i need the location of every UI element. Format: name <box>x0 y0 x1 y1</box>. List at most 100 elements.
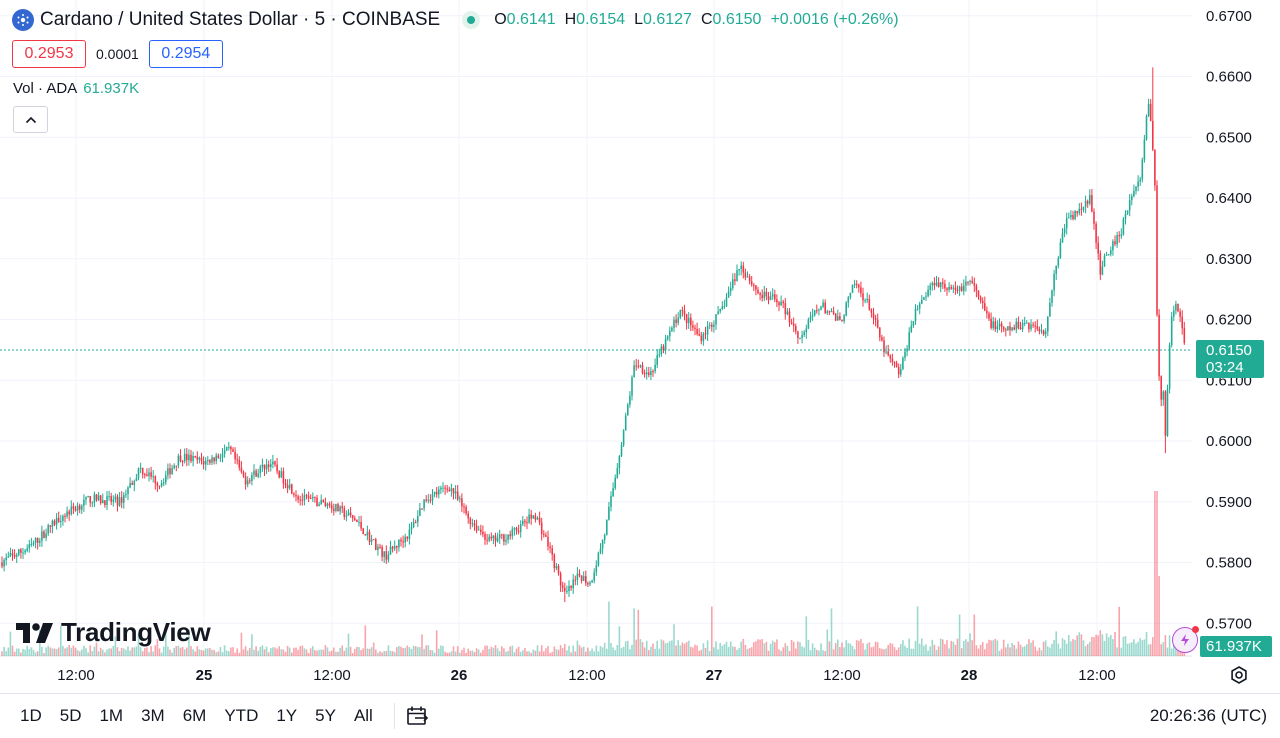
volume-bar <box>805 616 808 656</box>
volume-bar <box>690 646 692 656</box>
volume-bar <box>734 646 736 656</box>
candle-body <box>393 545 396 549</box>
volume-bar <box>194 651 196 656</box>
volume-bar <box>616 645 619 656</box>
volume-bar <box>1080 634 1083 656</box>
candle-body <box>1095 223 1097 243</box>
volume-bar <box>9 631 12 656</box>
volume-bar <box>992 640 994 656</box>
volume-bar <box>685 642 688 656</box>
chart-settings-button[interactable] <box>1228 664 1250 686</box>
volume-bar <box>347 633 350 656</box>
volume-legend[interactable]: Vol · ADA 61.937K <box>13 80 139 97</box>
timeframe-5d[interactable]: 5D <box>59 706 82 725</box>
volume-bar <box>1133 639 1135 656</box>
volume-bar <box>1036 650 1039 656</box>
candle-body <box>456 491 459 500</box>
candle-body <box>1097 242 1099 254</box>
candle-body <box>1131 196 1133 201</box>
timeframe-ytd[interactable]: YTD <box>224 706 259 725</box>
volume-bar <box>446 652 448 656</box>
volume-bar <box>603 642 606 656</box>
volume-bar <box>333 647 335 656</box>
candle-body <box>473 523 476 526</box>
volume-bar <box>822 650 824 656</box>
candle-body <box>984 303 986 311</box>
volume-bar <box>635 639 637 656</box>
volume-bar <box>763 643 766 656</box>
volume-bar <box>305 649 308 656</box>
ohlc-values: O0.6141 H0.6154 L0.6127 C0.6150 +0.0016 … <box>494 11 898 29</box>
volume-bar <box>454 651 457 656</box>
volume-bar <box>1032 640 1034 656</box>
volume-bar <box>186 647 188 656</box>
candle-body <box>969 280 971 282</box>
ai-assistant-button[interactable] <box>1172 626 1199 653</box>
volume-bar <box>881 648 883 656</box>
timeframe-all[interactable]: All <box>353 706 373 725</box>
candle-body <box>885 351 887 353</box>
timeframe-1m[interactable]: 1M <box>99 706 124 725</box>
volume-bar <box>834 643 837 656</box>
volume-bar <box>807 639 810 656</box>
volume-bar <box>545 648 547 656</box>
buy-button[interactable]: 0.2954 <box>148 40 223 68</box>
volume-bar <box>996 640 999 656</box>
volume-bar <box>723 644 726 656</box>
volume-bar <box>158 648 161 656</box>
timeframe-5y[interactable]: 5Y <box>315 706 336 725</box>
volume-bar <box>51 648 54 656</box>
candle-body <box>992 321 994 329</box>
candle-body <box>874 317 877 320</box>
timeframe-3m[interactable]: 3M <box>141 706 165 725</box>
volume-bar <box>885 648 887 656</box>
volume-bar <box>721 645 724 656</box>
candle-body <box>1061 233 1064 243</box>
candle-body <box>816 310 818 312</box>
volume-bar <box>91 651 94 656</box>
collapse-legend-button[interactable] <box>13 106 48 133</box>
volume-bar <box>377 652 379 656</box>
volume-bar <box>956 638 959 656</box>
candle-body <box>45 533 47 538</box>
price-tick-label: 0.6400 <box>1206 190 1252 207</box>
candle-body <box>32 542 35 545</box>
candle-body <box>85 496 87 500</box>
volume-bar <box>110 648 112 656</box>
volume-bar <box>322 649 325 656</box>
volume-bar <box>141 651 144 656</box>
volume-bar <box>973 614 976 656</box>
timeframe-1d[interactable]: 1D <box>20 706 42 725</box>
candle-body <box>129 483 131 488</box>
candle-body <box>270 464 272 467</box>
volume-bar <box>385 650 388 656</box>
candle-body <box>221 453 224 458</box>
volume-bar <box>1055 631 1057 656</box>
candle-body <box>685 314 688 324</box>
volume-bar <box>419 647 421 656</box>
volume-bar <box>265 646 268 656</box>
go-to-date-button[interactable] <box>405 703 431 729</box>
price-chart[interactable]: 0.6700 0.6600 0.6500 0.6400 0.6300 0.6200 0.61… <box>0 0 1280 693</box>
volume-bar <box>1170 648 1173 656</box>
tradingview-watermark[interactable]: TradingView <box>16 617 211 648</box>
volume-bar <box>977 648 980 656</box>
candle-body <box>91 502 94 504</box>
symbol-title[interactable]: Cardano / United States Dollar · 5 · COI… <box>40 9 441 30</box>
volume-bar <box>1122 636 1125 656</box>
timeframe-6m[interactable]: 6M <box>182 706 207 725</box>
candle-body <box>543 533 545 535</box>
timeframe-1y[interactable]: 1Y <box>276 706 298 725</box>
utc-clock[interactable]: 20:26:36 (UTC) <box>1149 706 1267 725</box>
candle-body <box>253 470 255 476</box>
chevron-up-icon <box>25 116 36 123</box>
candle-body <box>1002 327 1005 330</box>
candle-body <box>904 351 906 358</box>
volume-bar <box>862 643 864 656</box>
sell-button[interactable]: 0.2953 <box>12 40 86 68</box>
volume-bar <box>85 648 87 656</box>
candle-body <box>76 505 79 511</box>
volume-bar <box>282 649 285 656</box>
candle-body <box>477 529 480 531</box>
candle-body <box>53 520 56 525</box>
